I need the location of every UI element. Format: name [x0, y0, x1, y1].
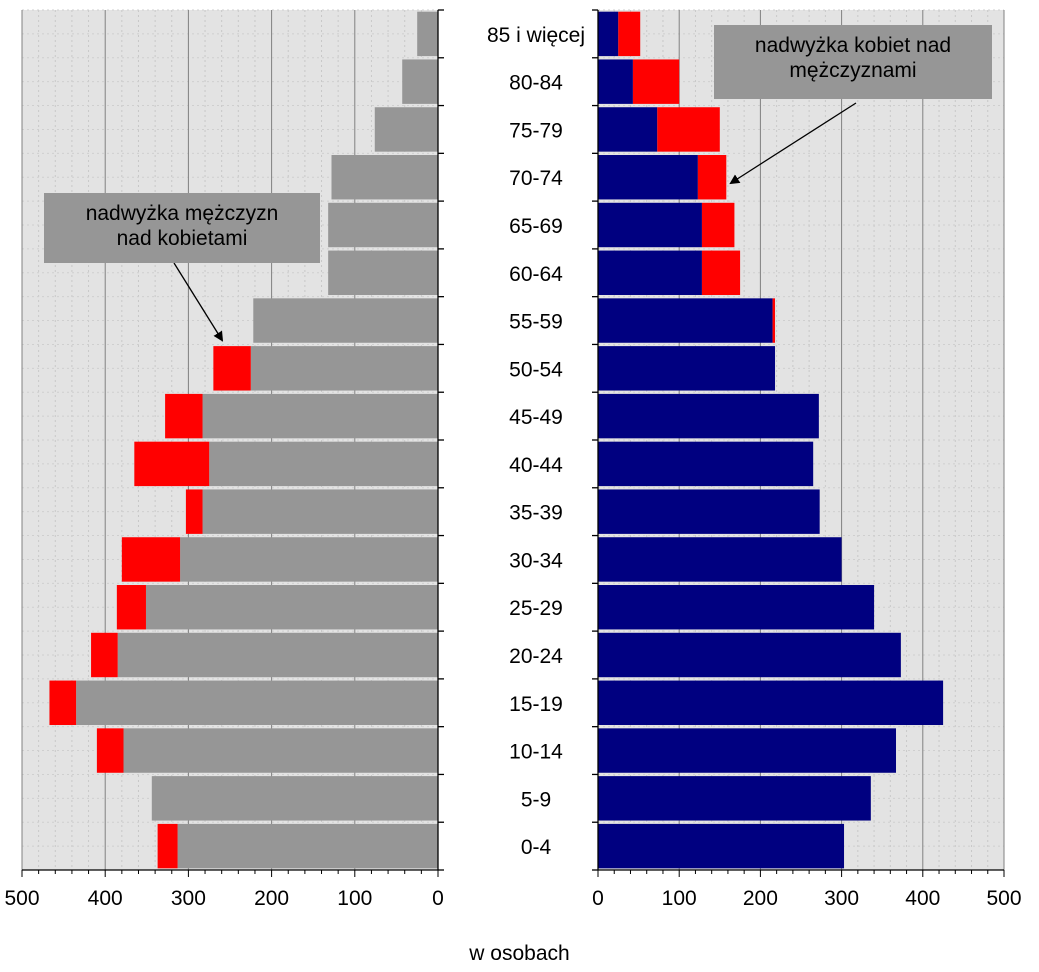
bar-left-base-85 i więcej: [417, 11, 438, 57]
category-label: 65-69: [509, 215, 563, 238]
bar-right-base-20-24: [598, 632, 901, 678]
right-x-tick-label: 400: [905, 887, 940, 910]
right-x-tick-label: 100: [662, 887, 697, 910]
bar-right-base-85 i więcej: [598, 11, 619, 57]
category-label: 50-54: [509, 358, 563, 381]
category-label: 25-29: [509, 597, 563, 620]
bar-left-base-35-39: [202, 489, 438, 534]
bar-left-surplus-20-24: [91, 632, 118, 678]
bar-right-base-65-69: [598, 202, 702, 248]
bar-right-base-45-49: [598, 393, 819, 439]
bar-right-base-75-79: [598, 107, 658, 152]
category-label: 75-79: [509, 119, 563, 142]
bar-right-surplus-85 i więcej: [618, 11, 641, 57]
bar-left-base-15-19: [76, 680, 438, 725]
bar-right-surplus-55-59: [772, 298, 776, 343]
bar-right-base-25-29: [598, 585, 875, 630]
category-label: 55-59: [509, 311, 563, 334]
left-x-tick-label: 200: [254, 887, 289, 910]
category-label: 15-19: [509, 693, 563, 716]
bar-right-surplus-80-84: [632, 59, 680, 104]
bar-left-surplus-25-29: [116, 585, 146, 630]
bar-left-base-30-34: [180, 537, 438, 582]
annotation-women-surplus-line-2: mężczyznami: [789, 59, 917, 82]
bar-right-base-30-34: [598, 537, 842, 582]
category-label: 70-74: [509, 167, 563, 190]
bar-right-base-15-19: [598, 680, 944, 725]
bar-right-base-70-74: [598, 155, 698, 200]
bar-left-base-40-44: [209, 441, 438, 487]
category-label: 10-14: [509, 741, 563, 764]
bar-right-base-80-84: [598, 59, 633, 104]
category-label: 85 i więcej: [487, 24, 585, 47]
left-x-tick-label: 500: [4, 887, 39, 910]
annotation-men-surplus-line-2: nad kobietami: [116, 227, 248, 250]
x-axis-label: w osobach: [469, 942, 570, 965]
bar-left-base-5-9: [151, 776, 439, 821]
bar-right-base-50-54: [598, 346, 776, 391]
annotation-men-surplus: nadwyżka mężczyzn nad kobietami: [44, 193, 320, 263]
bar-left-base-50-54: [250, 346, 438, 391]
bar-left-base-0-4: [177, 823, 439, 869]
bar-left-surplus-40-44: [134, 441, 210, 487]
left-x-tick-label: 400: [88, 887, 123, 910]
bar-right-surplus-70-74: [697, 155, 727, 200]
bar-left-base-70-74: [331, 155, 438, 200]
left-x-tick-label: 300: [171, 887, 206, 910]
category-label: 40-44: [509, 454, 563, 477]
bar-left-base-55-59: [253, 298, 438, 343]
category-label: 60-64: [509, 263, 563, 286]
bar-left-base-25-29: [145, 585, 438, 630]
right-x-tick-label: 500: [986, 887, 1021, 910]
bar-right-surplus-60-64: [701, 250, 741, 295]
bar-right-base-10-14: [598, 728, 897, 773]
bar-left-surplus-15-19: [49, 680, 77, 725]
left-x-tick-label: 100: [337, 887, 372, 910]
bar-left-surplus-10-14: [96, 728, 124, 773]
bar-left-surplus-50-54: [213, 346, 251, 391]
bar-left-base-45-49: [202, 393, 438, 439]
bar-left-surplus-30-34: [121, 537, 181, 582]
bar-right-base-35-39: [598, 489, 820, 534]
category-label: 30-34: [509, 549, 563, 572]
bar-left-surplus-45-49: [165, 393, 203, 439]
annotation-women-surplus: nadwyżka kobiet nad mężczyznami: [714, 25, 992, 99]
bar-right-base-40-44: [598, 441, 814, 487]
bar-right-surplus-75-79: [657, 107, 720, 152]
bar-left-base-10-14: [123, 728, 438, 773]
annotation-women-surplus-line-1: nadwyżka kobiet nad: [754, 34, 952, 57]
category-label: 45-49: [509, 406, 563, 429]
bar-left-surplus-0-4: [157, 823, 178, 869]
category-label: 0-4: [521, 836, 552, 859]
bar-right-base-0-4: [598, 823, 845, 869]
right-plot-area: [598, 10, 1004, 870]
bar-left-base-75-79: [374, 107, 438, 152]
category-label: 80-84: [509, 72, 563, 95]
bar-left-surplus-35-39: [185, 489, 203, 534]
category-label: 35-39: [509, 502, 563, 525]
annotation-arrow-left: [173, 262, 224, 342]
bar-right-base-55-59: [598, 298, 773, 343]
bar-left-base-80-84: [402, 59, 438, 104]
bar-left-base-20-24: [117, 632, 439, 678]
category-label: 20-24: [509, 645, 563, 668]
bar-right-base-5-9: [598, 776, 871, 821]
annotation-men-surplus-line-1: nadwyżka mężczyzn: [85, 202, 279, 225]
bar-left-base-65-69: [328, 202, 438, 248]
bar-right-base-60-64: [598, 250, 702, 295]
bar-left-base-60-64: [328, 250, 438, 295]
right-x-tick-label: 300: [824, 887, 859, 910]
annotation-arrow-right: [729, 102, 857, 185]
right-x-tick-label: 200: [743, 887, 778, 910]
bar-right-surplus-65-69: [701, 202, 735, 248]
right-x-tick-label: 0: [592, 887, 604, 910]
category-label: 5-9: [521, 788, 551, 811]
left-x-tick-label: 0: [432, 887, 444, 910]
